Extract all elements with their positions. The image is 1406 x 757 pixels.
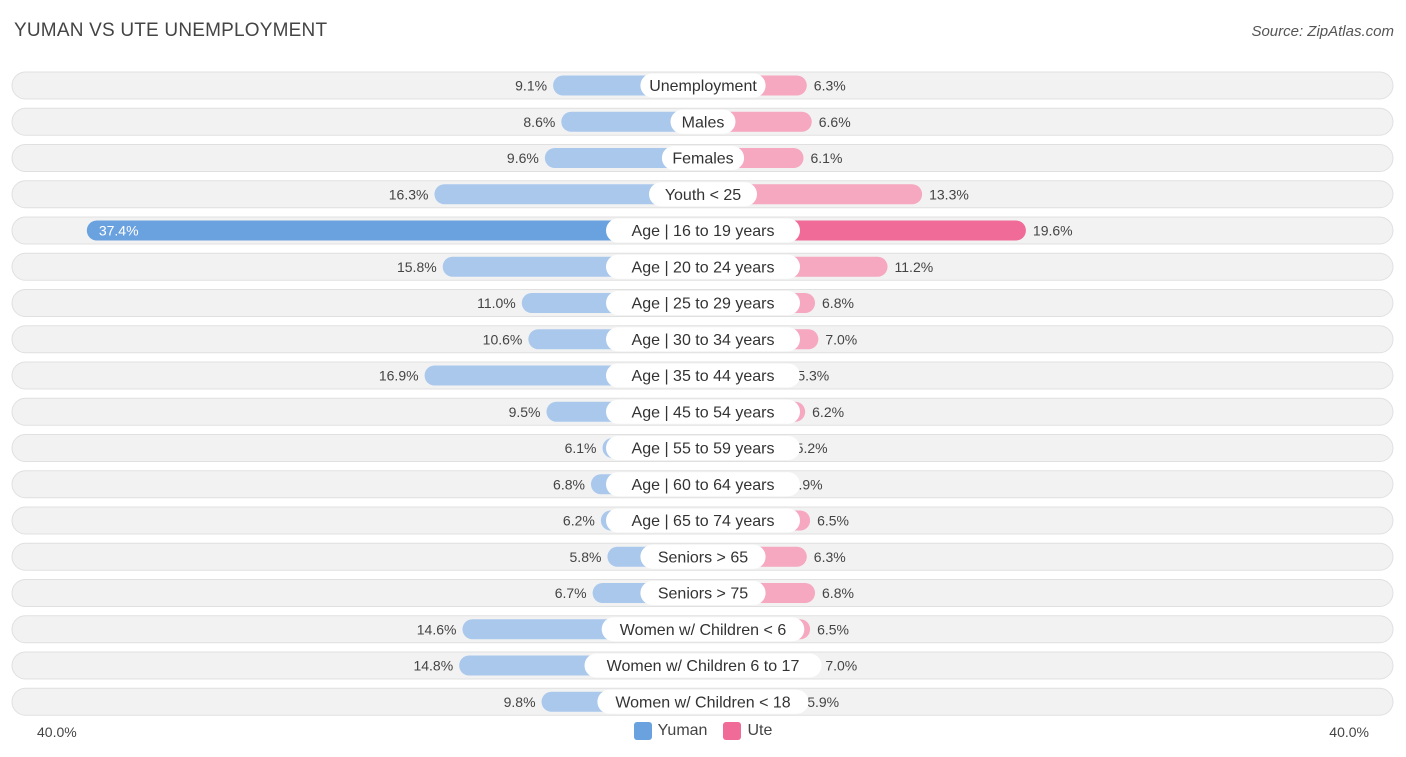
value-label-ute: 7.0% [825,658,857,674]
value-label-yuman: 14.8% [413,658,453,674]
category-pill [606,291,800,315]
category-label: Age | 30 to 34 years [632,332,775,349]
value-label-ute: 6.1% [810,150,842,166]
value-label-yuman: 6.8% [553,476,585,492]
value-label-ute: 6.3% [814,78,846,94]
value-label-yuman: 6.1% [565,440,597,456]
legend-item-ute[interactable]: Ute [723,722,772,740]
value-label-yuman: 11.0% [477,295,516,311]
bar-yuman [86,220,703,241]
category-label: Seniors > 65 [658,549,748,566]
value-label-yuman: 10.6% [483,331,523,347]
source-label: Source: ZipAtlas.com [1251,23,1394,40]
category-pill [584,653,822,678]
value-label-ute: 6.3% [814,549,846,565]
value-label-ute: 19.6% [1033,223,1073,239]
category-pill [640,581,766,605]
value-label-ute: 5.9% [807,694,839,710]
category-pill [661,146,745,170]
legend-swatch-ute [723,722,742,740]
value-label-ute: 7.0% [825,331,857,347]
category-pill [606,254,800,279]
category-label: Women w/ Children < 18 [615,694,790,711]
value-label-ute: 6.5% [817,513,849,529]
value-label-yuman: 16.9% [379,368,419,384]
legend-label-ute: Ute [747,722,773,739]
legend: Yuman Ute [0,722,1406,740]
category-label: Age | 25 to 29 years [632,296,775,313]
category-pill [606,399,800,424]
value-label-yuman: 5.8% [570,549,602,565]
category-label: Youth < 25 [665,187,741,204]
category-label: Unemployment [649,78,757,95]
category-pill [597,689,809,714]
category-label: Women w/ Children 6 to 17 [607,658,800,675]
value-label-yuman: 9.6% [507,150,539,166]
value-label-ute: 5.2% [796,440,828,456]
value-label-yuman: 9.1% [515,78,547,94]
value-label-yuman: 16.3% [389,186,429,202]
category-pill [670,109,736,134]
legend-label-yuman: Yuman [657,722,708,739]
category-label: Age | 65 to 74 years [632,513,775,530]
value-label-yuman: 37.4% [99,223,139,239]
category-label: Age | 55 to 59 years [632,441,775,458]
category-label: Women w/ Children < 6 [620,622,787,639]
legend-swatch-yuman [633,722,652,740]
value-label-ute: 13.3% [929,186,969,202]
bar-yuman [434,184,703,205]
value-label-ute: 6.5% [817,621,849,637]
legend-item-yuman[interactable]: Yuman [633,722,708,740]
category-pill [606,472,800,497]
category-label: Age | 20 to 24 years [632,259,775,276]
category-pill [606,508,800,533]
category-pill [606,436,800,460]
category-pill [606,327,800,352]
value-label-ute: 5.3% [797,368,829,384]
value-label-yuman: 8.6% [523,114,555,130]
bar-yuman [561,111,703,132]
category-pill [606,363,800,388]
value-label-yuman: 9.5% [509,404,541,420]
value-label-ute: 6.8% [822,295,854,311]
category-pill [601,617,805,642]
value-label-ute: 11.2% [895,259,934,275]
category-pill [640,544,766,569]
value-label-yuman: 15.8% [397,259,437,275]
category-label: Age | 45 to 54 years [632,404,775,421]
value-label-yuman: 6.2% [563,513,595,529]
category-pill [606,218,800,243]
category-label: Females [672,151,733,168]
chart-title: YUMAN VS UTE UNEMPLOYMENT [14,20,328,41]
bar-ute [703,184,923,205]
value-label-ute: 6.2% [812,404,844,420]
category-pill [640,73,766,98]
category-label: Age | 35 to 44 years [632,368,775,385]
value-label-ute: 6.6% [819,114,851,130]
axis-left-label: 40.0% [37,724,77,740]
value-label-yuman: 14.6% [417,621,457,637]
category-label: Males [682,114,725,131]
category-label: Age | 16 to 19 years [632,223,775,240]
value-label-yuman: 6.7% [555,585,587,601]
value-label-yuman: 9.8% [504,694,536,710]
axis-right-label: 40.0% [1329,724,1369,740]
category-label: Seniors > 75 [658,586,748,603]
category-label: Age | 60 to 64 years [632,477,775,494]
category-pill [649,182,757,207]
value-label-ute: 6.8% [822,585,854,601]
